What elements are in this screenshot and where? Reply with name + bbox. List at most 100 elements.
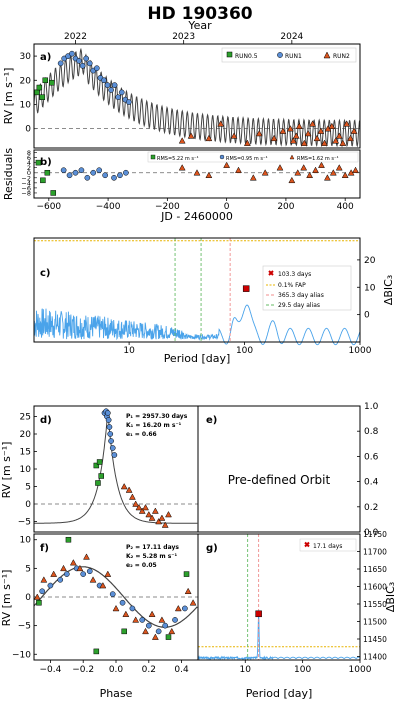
- phase-f-point: [119, 599, 126, 606]
- phase-f-point: [172, 617, 178, 623]
- panel-b-x-tick-label: 0: [224, 202, 230, 212]
- residual-point-run1: [72, 169, 79, 176]
- phase-d-point: [125, 486, 133, 493]
- year-tick-label: 2023: [172, 32, 195, 42]
- figure-title: HD 190360: [147, 4, 252, 24]
- predefined-orbit-text: Pre-defined Orbit: [228, 473, 331, 487]
- panel-g-x-tick-label: 100: [294, 665, 311, 675]
- panel-b-y-tick-label: 2: [27, 164, 31, 172]
- residual-point-run2: [294, 169, 302, 176]
- rms-marker-run2: [289, 154, 295, 160]
- periodogram-curve: [33, 304, 361, 346]
- panel-a-frame: [33, 43, 361, 149]
- phase-d-point: [109, 445, 116, 451]
- residual-point-run2: [193, 169, 201, 176]
- phase-d-point: [135, 503, 143, 511]
- residual-point-run2: [261, 169, 269, 176]
- phase-f-point: [112, 604, 120, 612]
- rv-point-run2: [332, 137, 340, 144]
- panel-g-y-tick-label: 11550: [363, 600, 387, 609]
- panel-b-legend: RMS=5.22 m s⁻¹ RMS=0.95 m s⁻¹ RMS=1.62 m…: [147, 151, 359, 163]
- phase-f-point: [60, 564, 67, 572]
- residual-point-run2: [178, 164, 186, 171]
- panel-f-y-tick-label: −5: [18, 622, 31, 632]
- rv-point-run1: [104, 82, 111, 88]
- phase-f-point: [183, 571, 190, 577]
- phase-d-point: [158, 514, 166, 521]
- rv-point-run2: [343, 120, 351, 127]
- panel-c-y-tick-label: 0: [364, 311, 370, 321]
- phase-f-point: [189, 599, 197, 606]
- rv-point-run1: [101, 77, 107, 84]
- rv-point-run2: [313, 134, 321, 142]
- panel-f-x-tick-labels: −0.4 −0.2 0.0 0.2 0.4: [39, 660, 189, 675]
- panel-f-y-tick-labels: −10 −5 0 5 10: [12, 536, 37, 660]
- phase-f-point: [142, 627, 149, 635]
- phase-f-point: [39, 588, 46, 595]
- panel-a-y-tick-label: 30: [20, 52, 32, 62]
- rv-point-run1: [76, 58, 82, 64]
- panel-f: −10 −5 0 5 10 −0.4 −0.2 0.0 0.2 0.4 f) P₂ = 17.1…: [0, 533, 199, 700]
- phase-f-point: [36, 599, 42, 606]
- residual-point-run2: [249, 174, 257, 181]
- phase-d-model-curve: [34, 414, 198, 524]
- param-f-eccentricity: e₂ = 0.05: [126, 562, 157, 569]
- panel-b-y-label: Residuals: [2, 148, 15, 200]
- phase-d-point: [95, 480, 101, 486]
- panel-d-y-tick-label: 10: [20, 465, 32, 475]
- panel-f-plot: [33, 536, 198, 655]
- panel-e-y-tick-label: 0.6: [364, 452, 379, 462]
- panel-g-y-tick-label: 11650: [363, 565, 387, 574]
- phase-d-point: [105, 417, 112, 423]
- param-f-amplitude: K₂ = 5.28 m s⁻¹: [126, 553, 177, 560]
- rv-point-run1: [111, 82, 118, 88]
- legend-peak-marker: [268, 270, 274, 276]
- phase-f-point: [121, 628, 127, 635]
- panel-b-x-tick-label: −200: [155, 202, 180, 212]
- panel-a-y-label: RV [m s⁻¹]: [2, 68, 15, 125]
- panel-c-plot: [33, 238, 361, 346]
- legend-run05: RUN0.5: [235, 53, 258, 60]
- residual-point-run2: [341, 171, 349, 179]
- panel-d-plot: [34, 408, 198, 528]
- rms-marker-run05: [150, 154, 156, 160]
- rv-point-run2: [292, 132, 300, 139]
- panel-c-y-tick-label: 10: [364, 283, 376, 293]
- panel-b-y-tick-label: −8: [21, 189, 31, 197]
- rv-point-run2: [328, 122, 336, 129]
- panel-a-legend: RUN0.5 RUN1 RUN2: [221, 47, 357, 63]
- residual-point-run2: [312, 166, 319, 173]
- phase-f-point: [50, 570, 58, 577]
- phase-d-point: [111, 452, 118, 458]
- phase-d-point: [107, 431, 114, 437]
- panel-b-y-tick-label: −2: [21, 174, 31, 182]
- legend-run2: RUN2: [333, 53, 350, 60]
- param-d-amplitude: K₁ = 16.20 m s⁻¹: [126, 422, 182, 429]
- year-tick-label: 2024: [280, 32, 303, 42]
- phase-f-point: [165, 634, 172, 640]
- legend-alias29: 29.5 day alias: [278, 302, 320, 309]
- phase-f-point: [145, 622, 152, 629]
- phase-f-point: [93, 648, 100, 655]
- rv-point-run2: [300, 139, 308, 146]
- year-tick-label: 2022: [64, 32, 87, 42]
- panel-f-x-label: Phase: [100, 687, 133, 700]
- rv-point-run2: [178, 137, 186, 144]
- rv-point-run1: [93, 65, 100, 72]
- panel-b-plot: [34, 159, 360, 196]
- legend-alias365: 365.3 day alias: [278, 292, 324, 299]
- panel-c-x-tick-label: 10: [123, 346, 135, 356]
- panel-f-y-label: RV [m s⁻¹]: [0, 570, 13, 627]
- panel-c-x-label: Period [day]: [164, 352, 231, 365]
- phase-f-point: [168, 627, 176, 635]
- panel-a-y-tick-label: 0: [25, 125, 31, 135]
- panel-g-legend-box: [299, 538, 357, 552]
- rv-point-run2: [279, 127, 287, 134]
- rv-point-run2: [270, 134, 278, 142]
- panel-f-y-tick-label: 5: [25, 564, 31, 574]
- panel-c-y-label: ΔBIC₃: [382, 275, 395, 305]
- panel-d-y-tick-label: 20: [20, 430, 32, 440]
- panel-g-y-tick-label: 11400: [363, 653, 387, 662]
- param-f-period: P₂ = 17.11 days: [126, 544, 179, 551]
